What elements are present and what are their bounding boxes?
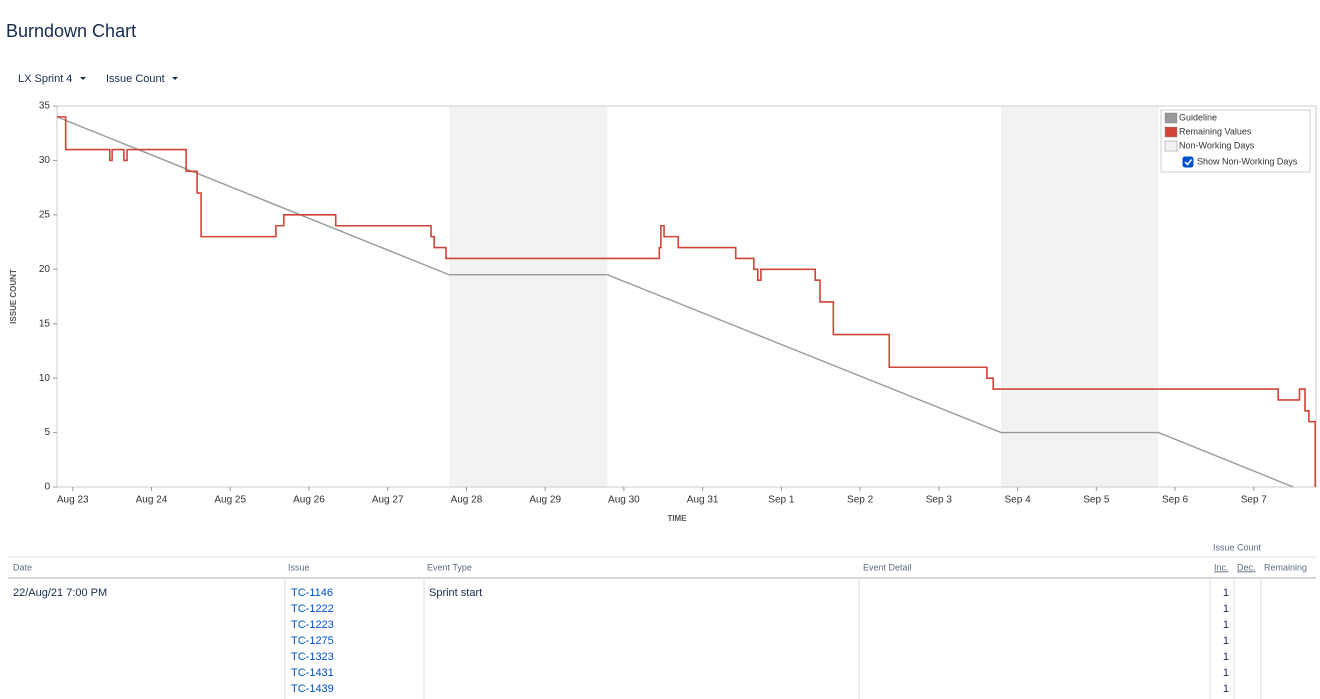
date-cell: 22/Aug/21 7:00 PM: [13, 587, 107, 599]
event-table: Issue Count Date Issue Event Type Event Deta…: [8, 542, 1316, 699]
chart: 0 5 10 15 20 25 30 35 Aug 23 Aug 24 Aug 25 Aug 26 Au…: [9, 101, 1317, 523]
column-header: Remaining: [1264, 562, 1307, 572]
x-tick-label: Sep 4: [1005, 495, 1032, 506]
checkmark: [1184, 159, 1193, 166]
x-axis-label: TIME: [667, 514, 687, 523]
y-tick-label: 25: [39, 209, 51, 220]
event-type-cell: Sprint start: [429, 587, 482, 599]
legend-swatch: [1164, 126, 1178, 138]
x-tick-label: Sep 6: [1162, 495, 1189, 506]
x-tick-label: Sep 2: [847, 495, 874, 506]
increment-cell: 1: [1223, 635, 1229, 647]
column-header: Date: [13, 562, 32, 572]
y-tick-label: 15: [39, 318, 51, 329]
x-tick-label: Aug 28: [451, 495, 483, 506]
y-axis-label: ISSUE COUNT: [9, 269, 18, 324]
y-tick-label: 35: [39, 101, 51, 112]
issue-link[interactable]: TC-1439: [291, 683, 334, 695]
increment-cell: 1: [1223, 587, 1229, 599]
issue-link[interactable]: TC-1222: [291, 603, 334, 615]
y-tick-label: 20: [39, 264, 51, 275]
plot-frame: [56, 105, 1317, 488]
x-tick-label: Sep 5: [1083, 495, 1110, 506]
column-header: Issue: [288, 562, 310, 572]
increment-cell: 1: [1223, 683, 1229, 695]
legend-swatch: [1164, 140, 1178, 152]
issue-link[interactable]: TC-1431: [291, 667, 334, 679]
non-working-band: [449, 106, 608, 487]
column-header: Inc.: [1214, 562, 1229, 572]
series-line: [57, 116, 1317, 487]
column-group-header: Issue Count: [1213, 542, 1262, 552]
increment-cell: 1: [1223, 667, 1229, 679]
x-tick-label: Aug 25: [214, 495, 246, 506]
increment-cell: 1: [1223, 619, 1229, 631]
sprint-select[interactable]: LX Sprint 4: [18, 73, 86, 85]
measure-select-label[interactable]: Issue Count: [106, 73, 165, 85]
checkbox-label[interactable]: Show Non-Working Days: [1197, 156, 1298, 166]
sprint-select-label[interactable]: LX Sprint 4: [18, 73, 72, 85]
legend-label: Non-Working Days: [1179, 140, 1255, 150]
issue-link[interactable]: TC-1223: [291, 619, 334, 631]
x-tick-label: Aug 30: [608, 495, 640, 506]
series-line: [56, 116, 1294, 488]
x-tick-label: Aug 31: [687, 495, 719, 506]
page-title: Burndown Chart: [6, 21, 136, 41]
increment-cell: 1: [1223, 603, 1229, 615]
caret: [80, 77, 86, 80]
y-tick-label: 30: [39, 155, 51, 166]
measure-select[interactable]: Issue Count: [106, 73, 178, 85]
column-header: Dec.: [1237, 562, 1256, 572]
non-working-band: [1001, 106, 1159, 487]
x-tick-label: Aug 27: [372, 495, 404, 506]
x-tick-label: Sep 1: [768, 495, 795, 506]
increment-cell: 1: [1223, 651, 1229, 663]
issue-link[interactable]: TC-1146: [291, 587, 333, 599]
issue-link[interactable]: TC-1275: [291, 635, 334, 647]
checkbox[interactable]: [1182, 156, 1194, 168]
legend-label: Guideline: [1179, 112, 1217, 122]
x-tick-label: Sep 3: [926, 495, 953, 506]
x-tick-label: Aug 26: [293, 495, 325, 506]
caret: [172, 77, 178, 80]
column-header: Event Detail: [863, 562, 912, 572]
y-tick-label: 5: [44, 427, 50, 438]
legend-label: Remaining Values: [1179, 126, 1252, 136]
y-tick-label: 0: [44, 482, 50, 493]
legend-swatch: [1164, 112, 1178, 124]
x-tick-label: Aug 24: [136, 495, 168, 506]
y-tick-label: 10: [39, 373, 51, 384]
x-tick-label: Sep 7: [1241, 495, 1268, 506]
issue-link[interactable]: TC-1323: [291, 651, 334, 663]
x-tick-label: Aug 23: [57, 495, 89, 506]
column-header: Event Type: [427, 562, 472, 572]
x-tick-label: Aug 29: [529, 495, 561, 506]
